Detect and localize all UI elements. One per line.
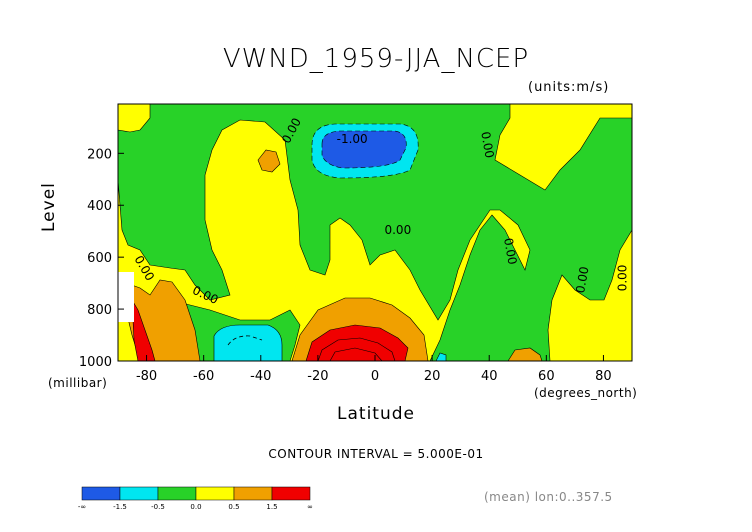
y-axis-ticks: 200 400 600 800 1000 xyxy=(79,147,124,370)
x-tick-label: 0 xyxy=(371,369,379,384)
contour-label: 0.00 xyxy=(478,130,496,159)
colorbar-label: 1.5 xyxy=(266,503,277,511)
x-tick-label: 80 xyxy=(595,369,612,384)
blue-region-upper xyxy=(321,130,407,169)
inner-contour-center-2 xyxy=(329,347,383,362)
chart-title: VWND_1959-JJA_NCEP xyxy=(222,44,530,74)
colorbar-label: 0.0 xyxy=(190,503,201,511)
dashed-contour-cyan xyxy=(227,335,263,346)
colorbar-swatch xyxy=(195,486,235,501)
x-tick-label: 60 xyxy=(538,369,555,384)
mean-lon-label: (mean) lon:0..357.5 xyxy=(484,490,613,504)
colorbar-swatch xyxy=(119,486,159,501)
colorbar-label: -1.5 xyxy=(113,503,127,511)
contour-regions xyxy=(117,103,633,362)
y-tick-label: 800 xyxy=(87,303,112,318)
x-tick-label: -20 xyxy=(307,369,328,384)
x-tick-label: -40 xyxy=(250,369,271,384)
x-tick-label: 40 xyxy=(481,369,498,384)
x-tick-label: -60 xyxy=(193,369,214,384)
contour-label: 0.00 xyxy=(384,223,411,237)
contour-label: 0.00 xyxy=(615,265,629,292)
colorbar-label: -∞ xyxy=(78,503,86,511)
x-axis-unit: (degrees_north) xyxy=(534,386,638,400)
red-region-left xyxy=(131,299,156,362)
red-region-center xyxy=(305,324,409,362)
colorbar-swatch xyxy=(81,486,121,501)
colorbar-swatch xyxy=(157,486,197,501)
contour-label: 0.00 xyxy=(501,237,519,266)
colorbar: -∞ -1.5 -0.5 0.0 0.5 1.5 ∞ xyxy=(78,486,313,511)
colorbar-label: -0.5 xyxy=(151,503,165,511)
contour-label: 0.00 xyxy=(573,265,591,294)
x-tick-label: 20 xyxy=(424,369,441,384)
missing-data-corner xyxy=(118,272,134,322)
y-tick-label: 400 xyxy=(87,199,112,214)
y-tick-label: 600 xyxy=(87,251,112,266)
x-tick-label: -80 xyxy=(136,369,157,384)
colorbar-label: ∞ xyxy=(307,503,313,511)
units-label: (units:m/s) xyxy=(528,80,610,95)
y-tick-label: 1000 xyxy=(79,355,112,370)
x-axis-label: Latitude xyxy=(337,404,415,424)
y-axis-unit: (millibar) xyxy=(48,376,108,390)
contour-interval-label: CONTOUR INTERVAL = 5.000E-01 xyxy=(268,447,484,461)
orange-blob-upper xyxy=(257,149,281,173)
x-axis-ticks: -80 -60 -40 -20 0 20 40 60 80 xyxy=(136,355,612,384)
colorbar-swatch xyxy=(271,486,311,501)
cyan-region-lower xyxy=(213,324,283,362)
colorbar-swatch xyxy=(233,486,273,501)
contour-label: -1.00 xyxy=(337,132,368,146)
y-tick-label: 200 xyxy=(87,147,112,162)
green-region-main xyxy=(117,103,633,362)
inner-contour-center-1 xyxy=(317,337,396,362)
colorbar-label: 0.5 xyxy=(228,503,239,511)
